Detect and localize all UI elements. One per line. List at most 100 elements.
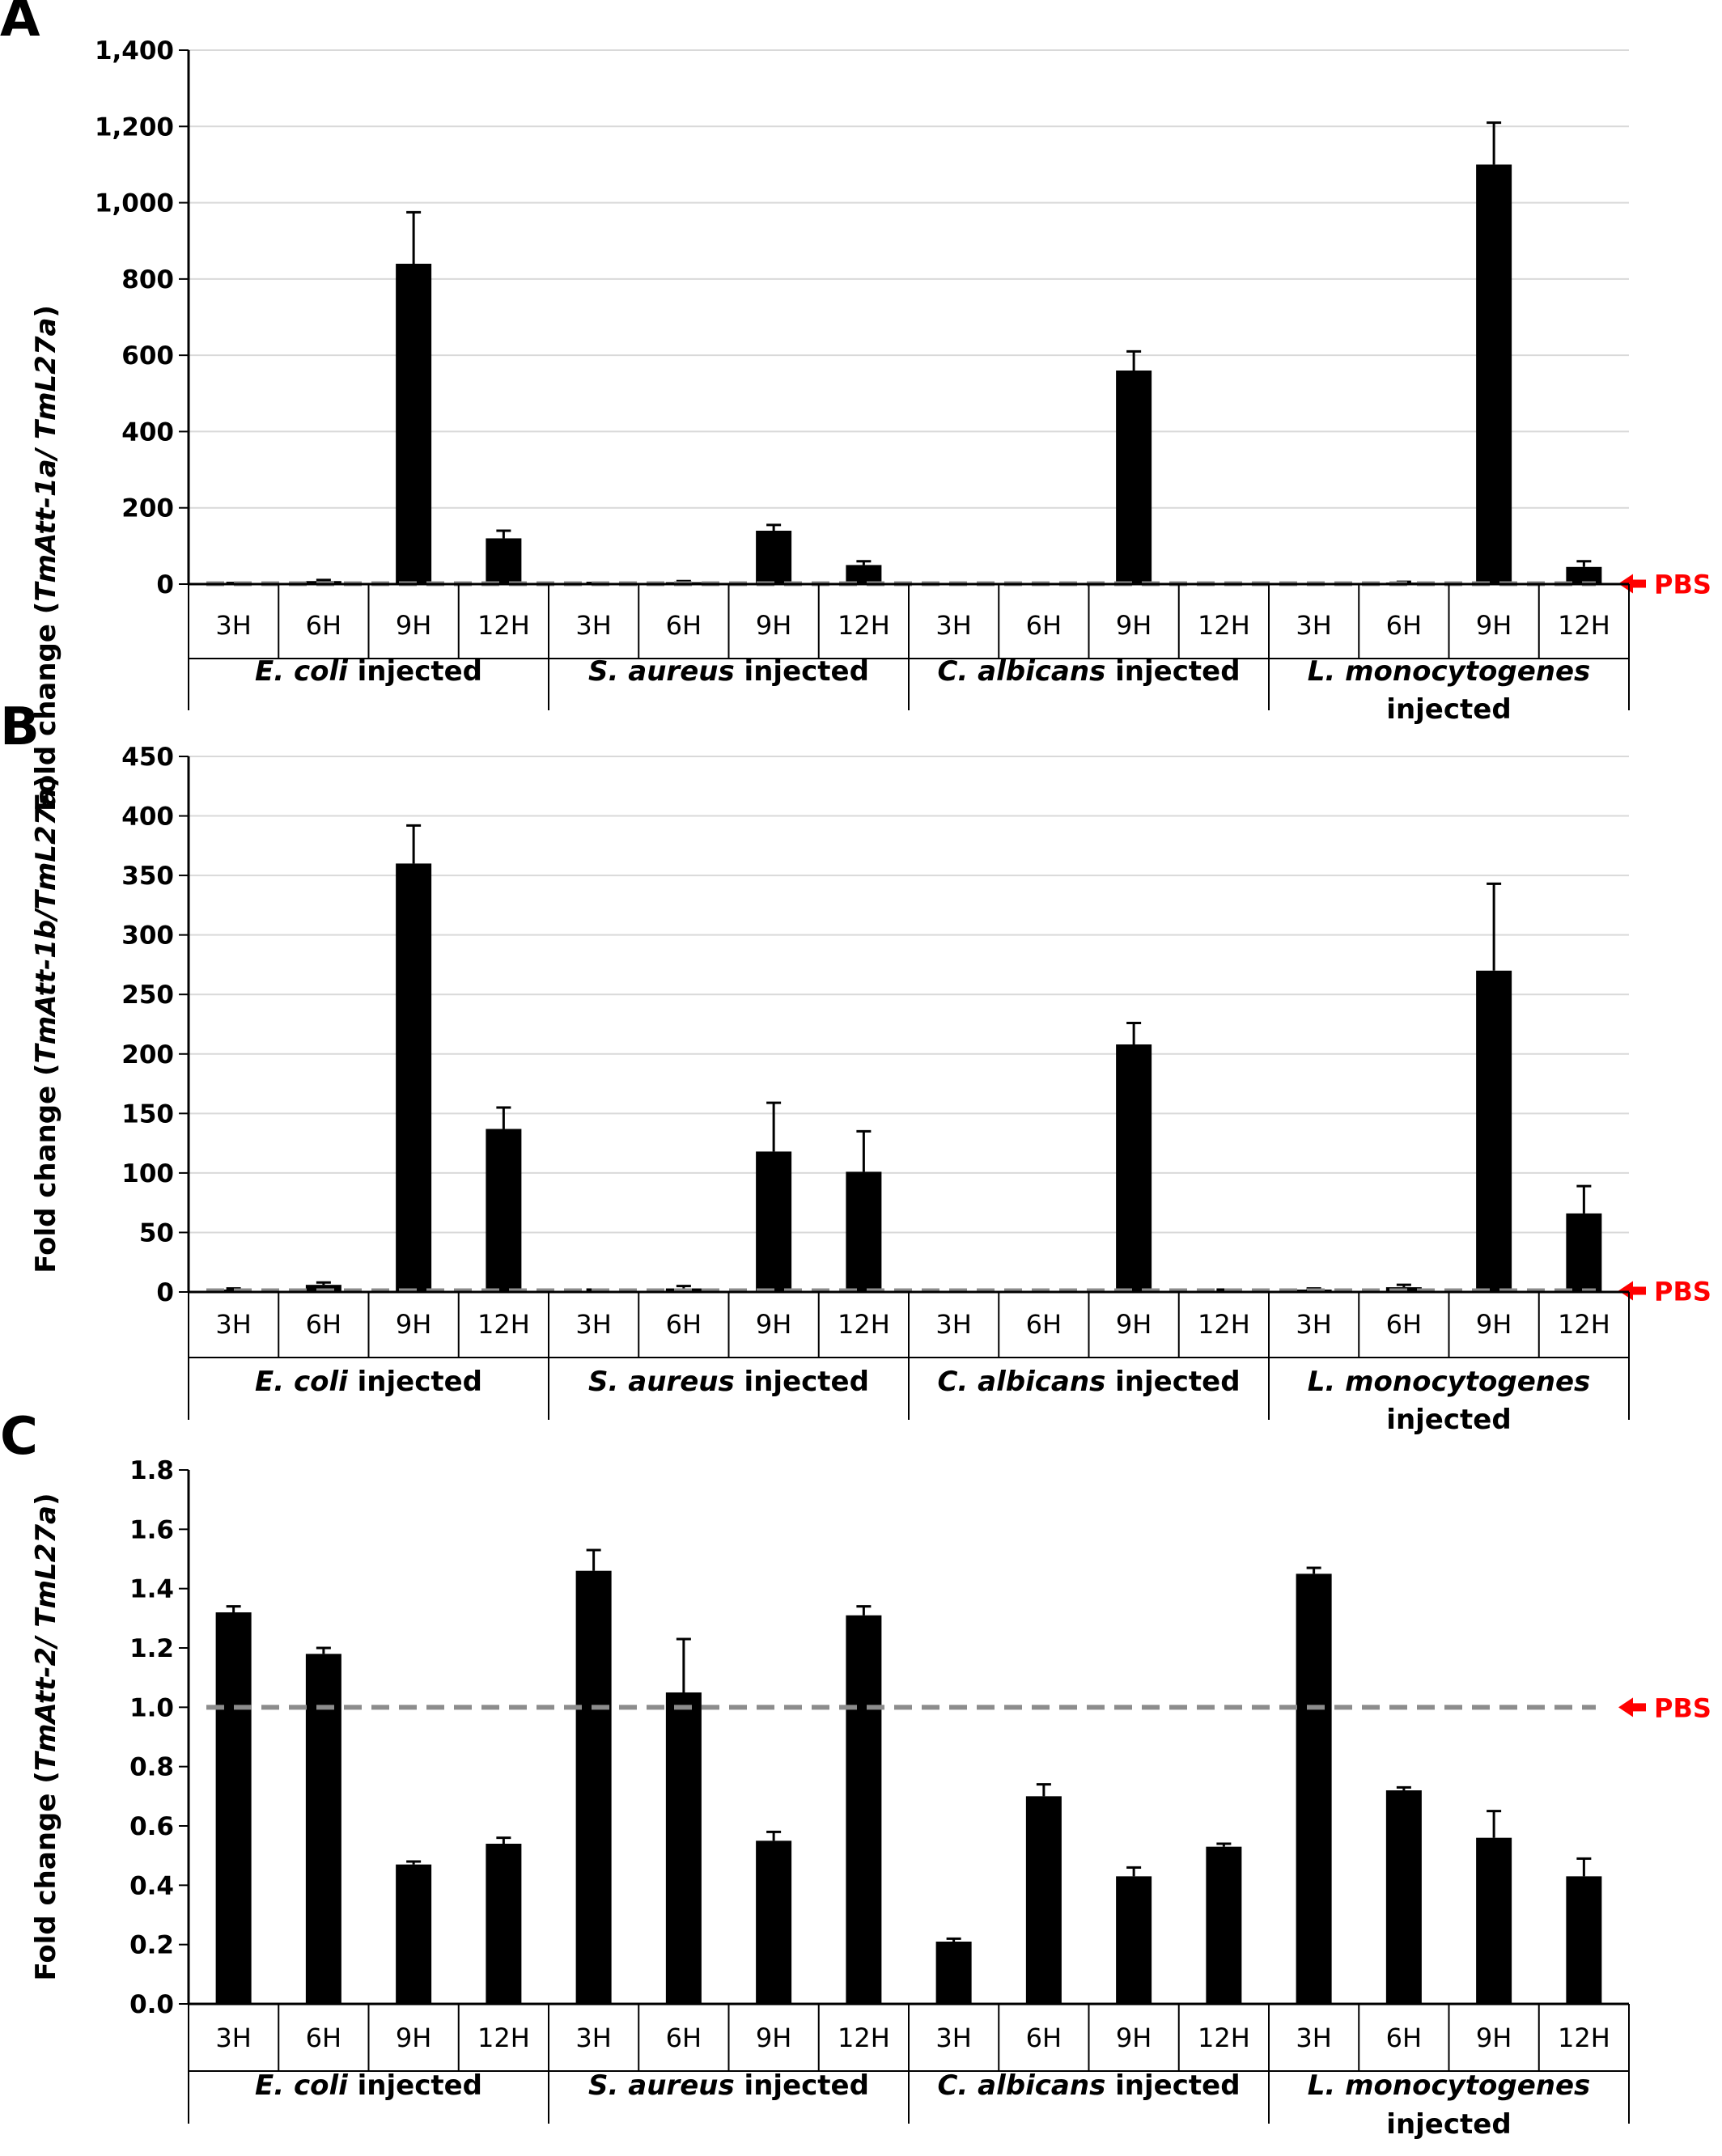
bar [486,538,522,584]
category-label: 6H [666,1309,702,1340]
group-label-suffix: injected [1386,693,1511,726]
group-label: E. coli injected [255,2069,482,2102]
pbs-arrow-icon [1618,574,1646,594]
category-label: 9H [1116,610,1152,641]
bar [1116,371,1152,584]
group-label: L. monocytogenes [1308,1366,1591,1398]
y-tick-label: 50 [139,1218,174,1247]
category-label: 9H [756,2023,791,2053]
bar [1025,1796,1062,2004]
y-tick-label: 0 [156,570,174,599]
bar [396,1864,432,2004]
category-label: 6H [666,610,702,641]
category-label: 6H [666,2023,702,2053]
y-tick-label: 350 [121,862,174,891]
pbs-label: PBS [1654,570,1711,600]
category-label: 3H [575,2023,611,2053]
category-label: 3H [215,610,251,641]
category-label: 3H [935,1309,971,1340]
y-tick-label: 1.2 [129,1634,174,1663]
pbs-label: PBS [1654,1277,1711,1307]
y-tick-label: 0.0 [129,1990,174,2019]
group-label: C. albicans injected [937,655,1240,688]
category-label: 12H [1558,610,1610,641]
bar [756,1840,792,2004]
group-label: S. aureus injected [588,2069,869,2102]
category-label: 9H [1116,2023,1152,2053]
category-label: 3H [935,610,971,641]
category-label: 6H [1386,1309,1422,1340]
category-label: 6H [1026,2023,1062,2053]
bar [1476,970,1512,1292]
category-label: 3H [935,2023,971,2053]
bar [396,863,432,1292]
category-label: 3H [1296,2023,1331,2053]
category-label: 12H [1558,2023,1610,2053]
y-tick-label: 0.8 [129,1753,174,1782]
y-axis-label: Fold change (TmAtt-2/ TmL27a) [30,1493,62,1980]
category-label: 3H [575,1309,611,1340]
pbs-arrow-icon [1618,1281,1646,1301]
bar [1385,1790,1422,2004]
category-label: 6H [1026,610,1062,641]
group-label: L. monocytogenes [1308,2069,1591,2102]
bar [1476,1837,1512,2004]
y-tick-label: 300 [121,921,174,951]
y-tick-label: 0.2 [129,1931,174,1960]
category-label: 6H [1026,1309,1062,1340]
bar [486,1129,522,1292]
bar [1116,1876,1152,2004]
y-tick-label: 200 [121,494,174,523]
category-label: 3H [215,2023,251,2053]
category-label: 12H [838,2023,890,2053]
category-label: 12H [1558,1309,1610,1340]
category-label: 9H [1476,2023,1512,2053]
category-label: 12H [1198,1309,1250,1340]
group-label: C. albicans injected [937,2069,1240,2102]
y-tick-label: 150 [121,1099,174,1129]
category-label: 12H [838,610,890,641]
y-tick-label: 1.0 [129,1693,174,1722]
y-tick-label: 800 [121,265,174,294]
pbs-label: PBS [1654,1692,1711,1723]
bar [396,264,432,584]
y-tick-label: 450 [121,743,174,772]
group-label-suffix: injected [1386,2108,1511,2141]
category-label: 12H [1198,2023,1250,2053]
bar [846,565,882,584]
category-label: 9H [756,610,791,641]
group-label: C. albicans injected [937,1366,1240,1398]
category-label: 6H [306,1309,341,1340]
y-tick-label: 600 [121,341,174,371]
category-label: 12H [1198,610,1250,641]
category-label: 9H [1476,610,1512,641]
y-tick-label: 400 [121,417,174,447]
panel-label: B [0,697,40,757]
y-tick-label: 1.4 [129,1575,174,1604]
y-tick-label: 400 [121,803,174,832]
bar [215,1612,252,2004]
bar [935,1942,972,2004]
category-label: 3H [1296,610,1331,641]
bar [1206,1846,1242,2004]
category-label: 3H [215,1309,251,1340]
category-label: 9H [396,610,431,641]
category-label: 9H [756,1309,791,1340]
bar [1566,1876,1602,2004]
panel-a: A 0 200 400 600 800 1,000 1,200 1,400 Fold change… [0,0,1711,811]
group-label-suffix: injected [1386,1404,1511,1436]
bar [665,1692,702,2004]
bar [486,1844,522,2004]
category-label: 9H [1476,1309,1512,1340]
category-label: 9H [396,2023,431,2053]
y-tick-label: 0.6 [129,1812,174,1841]
category-label: 3H [575,610,611,641]
bar [1566,566,1602,584]
panel-label: C [0,1407,38,1467]
bar [305,1654,341,2004]
bar [1296,1574,1332,2004]
group-label: L. monocytogenes [1308,655,1591,688]
category-label: 12H [838,1309,890,1340]
y-tick-label: 1,400 [95,36,174,66]
